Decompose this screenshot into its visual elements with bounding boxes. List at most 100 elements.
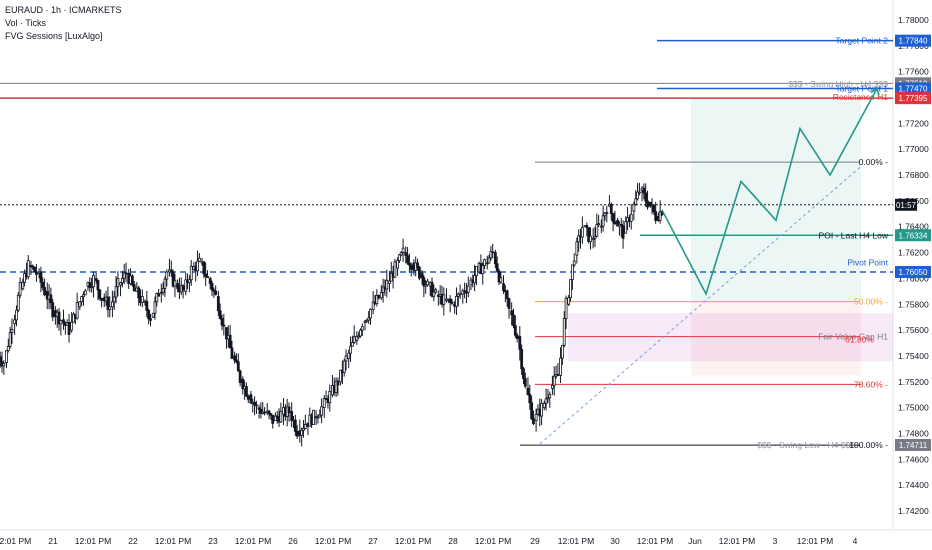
candle-body [157,293,161,297]
candle-body [624,221,628,234]
candle-body [322,398,326,409]
candle-body [320,406,324,416]
candle-body [560,344,564,359]
candle-body [522,368,525,379]
target-zone [691,98,861,302]
candle-body [290,411,294,422]
candle-body [601,215,605,227]
candle-body [339,369,342,383]
candle-body [0,356,2,363]
candle-body [375,295,379,305]
candle-body [491,251,495,254]
y-tick-label: 1.76000 [898,273,929,283]
legend-indicator-fvg[interactable]: FVG Sessions [LuxAlgo] [5,31,103,41]
candle-body [357,335,361,338]
candle-body [197,257,201,262]
candle-body [611,213,615,223]
candle-body [528,394,532,404]
legend-indicator-volume[interactable]: Vol · Ticks [5,18,47,28]
x-tick-label: 27 [368,536,378,546]
stop-zone [691,301,861,376]
candle-body [119,282,122,286]
candle-body [629,213,633,222]
candle-body [544,398,548,404]
candle-body [644,192,648,202]
target-point-2-label: Target Point 2 [836,36,889,46]
candle-body [59,320,63,325]
candle-body [475,265,478,276]
candle-body [409,264,413,270]
candle-body [13,319,17,325]
x-tick-label: 12:01 PM [637,536,673,546]
candle-body [23,273,27,283]
candle-body [654,211,658,221]
x-tick-label: 3 [773,536,778,546]
candle-body [562,318,566,346]
candle-body [303,424,307,429]
poi-tag-text: 1.76334 [899,231,928,240]
candle-body [149,318,152,321]
candle-body [648,201,652,207]
candle-body [70,321,74,331]
x-axis[interactable]: 12:01 PM 21 12:01 PM 22 12:01 PM 23 12:01 PM 26… [0,536,858,546]
candle-body [216,296,220,312]
candle-body [401,247,405,253]
candle-body [518,336,522,350]
candle-body [312,409,315,425]
x-tick-label: 26 [288,536,298,546]
candle-body [10,329,14,333]
overlay-layer [539,87,880,445]
candle-body [236,361,240,372]
legend-symbol[interactable]: EURAUD · 1h · ICMARKETS [5,5,122,15]
y-tick-label: 1.76400 [898,222,929,232]
candle-body [35,271,38,275]
candle-body [481,265,485,275]
candle-body [49,294,53,304]
candle-body [502,283,505,292]
candle-body [176,283,179,289]
candle-body [342,360,346,373]
candle-body [257,407,261,410]
candle-body [124,272,128,275]
candle-body [83,290,87,296]
candle-body [165,271,169,280]
candle-body [385,279,389,290]
x-tick-label: 21 [48,536,58,546]
candle-body [408,262,411,266]
candle-body [636,191,639,200]
y-tick-label: 1.75000 [898,403,929,413]
candle-body [642,187,646,194]
candle-body [396,260,399,269]
candle-body [363,320,367,323]
candle-body [499,277,503,283]
candle-body [603,212,607,217]
candle-body [225,327,228,340]
x-tick-label: 12:01 PM [797,536,833,546]
candle-body [388,280,391,284]
poi-label: POI - Last H4 Low [819,230,889,240]
candle-body [212,289,216,292]
candle-body [92,274,95,288]
candle-body [188,279,191,283]
candle-body [367,317,371,321]
y-tick-label: 1.74600 [898,454,929,464]
candle-body [652,204,656,213]
candle-body [273,415,277,421]
candle-body [510,310,514,316]
candle-body [26,260,30,278]
candle-body [399,252,403,256]
candle-body [420,272,424,279]
pivot-label: Pivot Point [847,257,888,267]
candle-body [302,428,305,431]
candle-body [51,302,55,318]
fib-786-label: 78.60% - [854,379,888,389]
candle-body [493,252,497,265]
candle-body [41,281,45,288]
candle-body [259,408,263,414]
candle-body [621,225,625,239]
candle-body [189,265,193,281]
x-tick-label: 22 [128,536,138,546]
candle-body [78,301,82,308]
candle-body [534,413,538,421]
